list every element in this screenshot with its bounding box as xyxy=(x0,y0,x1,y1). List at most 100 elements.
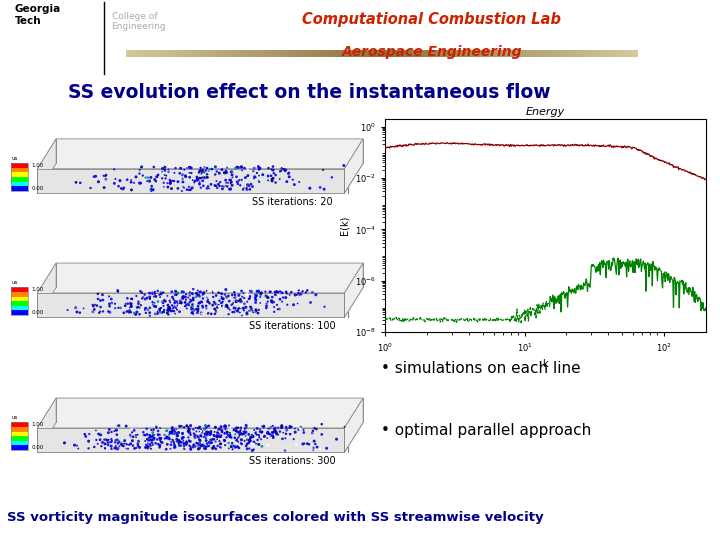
Point xyxy=(210,181,221,190)
Point xyxy=(140,173,151,182)
Point xyxy=(245,434,256,442)
Point xyxy=(184,436,195,445)
Point xyxy=(225,179,236,187)
Point xyxy=(316,420,328,428)
Point xyxy=(236,166,248,175)
Point xyxy=(193,299,204,308)
Point xyxy=(98,171,109,180)
Point xyxy=(229,295,240,304)
Point xyxy=(235,163,247,171)
Point xyxy=(192,308,203,317)
Point xyxy=(191,439,202,448)
Point xyxy=(123,308,135,316)
Point xyxy=(89,300,101,309)
Point xyxy=(212,426,224,434)
Point xyxy=(197,165,209,174)
Point xyxy=(232,434,243,443)
Point xyxy=(187,309,199,318)
Point xyxy=(176,299,187,308)
Point xyxy=(209,443,220,452)
Point xyxy=(179,442,190,450)
Point xyxy=(289,291,301,299)
Point xyxy=(161,434,173,442)
Point xyxy=(110,436,122,444)
Point xyxy=(258,422,270,431)
Point xyxy=(330,435,342,443)
Point xyxy=(219,302,230,311)
Point xyxy=(222,428,233,437)
Point xyxy=(210,300,221,308)
Point xyxy=(194,436,206,445)
Point xyxy=(154,293,166,301)
Point xyxy=(113,437,125,446)
Point xyxy=(241,298,253,306)
Point xyxy=(112,435,123,444)
Point xyxy=(207,435,218,443)
Point xyxy=(233,176,245,185)
Point xyxy=(102,436,113,445)
Point xyxy=(109,165,120,174)
Point xyxy=(245,436,256,445)
Point xyxy=(241,308,253,317)
Point xyxy=(307,429,318,437)
Point xyxy=(87,300,99,309)
Point xyxy=(274,295,286,303)
Point xyxy=(225,176,236,184)
Point xyxy=(145,173,157,182)
Point xyxy=(231,442,243,451)
Point xyxy=(267,422,279,430)
Point xyxy=(138,428,149,436)
Point xyxy=(190,423,202,432)
Point xyxy=(179,299,191,307)
Point xyxy=(202,442,213,451)
Point xyxy=(253,163,264,172)
Text: • simulations on each line: • simulations on each line xyxy=(382,361,581,376)
Point xyxy=(166,287,178,296)
Point xyxy=(114,176,126,185)
Point xyxy=(162,301,174,309)
Point xyxy=(192,176,204,184)
Point xyxy=(194,423,205,431)
Point xyxy=(197,181,209,190)
Point xyxy=(243,181,255,190)
Point xyxy=(191,305,202,313)
Point xyxy=(122,176,133,184)
Point xyxy=(71,178,82,187)
Point xyxy=(251,424,263,433)
Point xyxy=(94,307,106,316)
Point xyxy=(126,424,138,433)
Point xyxy=(213,288,225,297)
Point xyxy=(181,440,192,449)
Point xyxy=(197,290,209,299)
Point xyxy=(184,428,196,437)
Point xyxy=(230,430,241,438)
Point xyxy=(166,184,177,193)
Point xyxy=(181,164,192,172)
Point xyxy=(74,308,86,317)
Bar xyxy=(12,287,28,315)
Point xyxy=(201,431,212,440)
Point xyxy=(251,430,262,439)
Point xyxy=(106,436,117,445)
Point xyxy=(125,300,137,308)
Point xyxy=(230,293,242,301)
Point xyxy=(158,307,169,315)
Point xyxy=(171,305,183,314)
Point xyxy=(162,183,174,191)
Point xyxy=(292,299,303,308)
Point xyxy=(267,162,279,171)
Text: 0.00: 0.00 xyxy=(32,445,44,450)
Point xyxy=(254,299,266,307)
Point xyxy=(183,171,194,180)
Point xyxy=(206,165,217,173)
Point xyxy=(214,424,225,433)
FancyBboxPatch shape xyxy=(12,427,28,431)
Point xyxy=(266,428,278,437)
Point xyxy=(171,425,182,434)
Point xyxy=(194,438,205,447)
Point xyxy=(246,287,257,296)
Point xyxy=(274,305,285,313)
Point xyxy=(96,438,108,447)
Point xyxy=(149,289,161,298)
Point xyxy=(286,422,297,431)
